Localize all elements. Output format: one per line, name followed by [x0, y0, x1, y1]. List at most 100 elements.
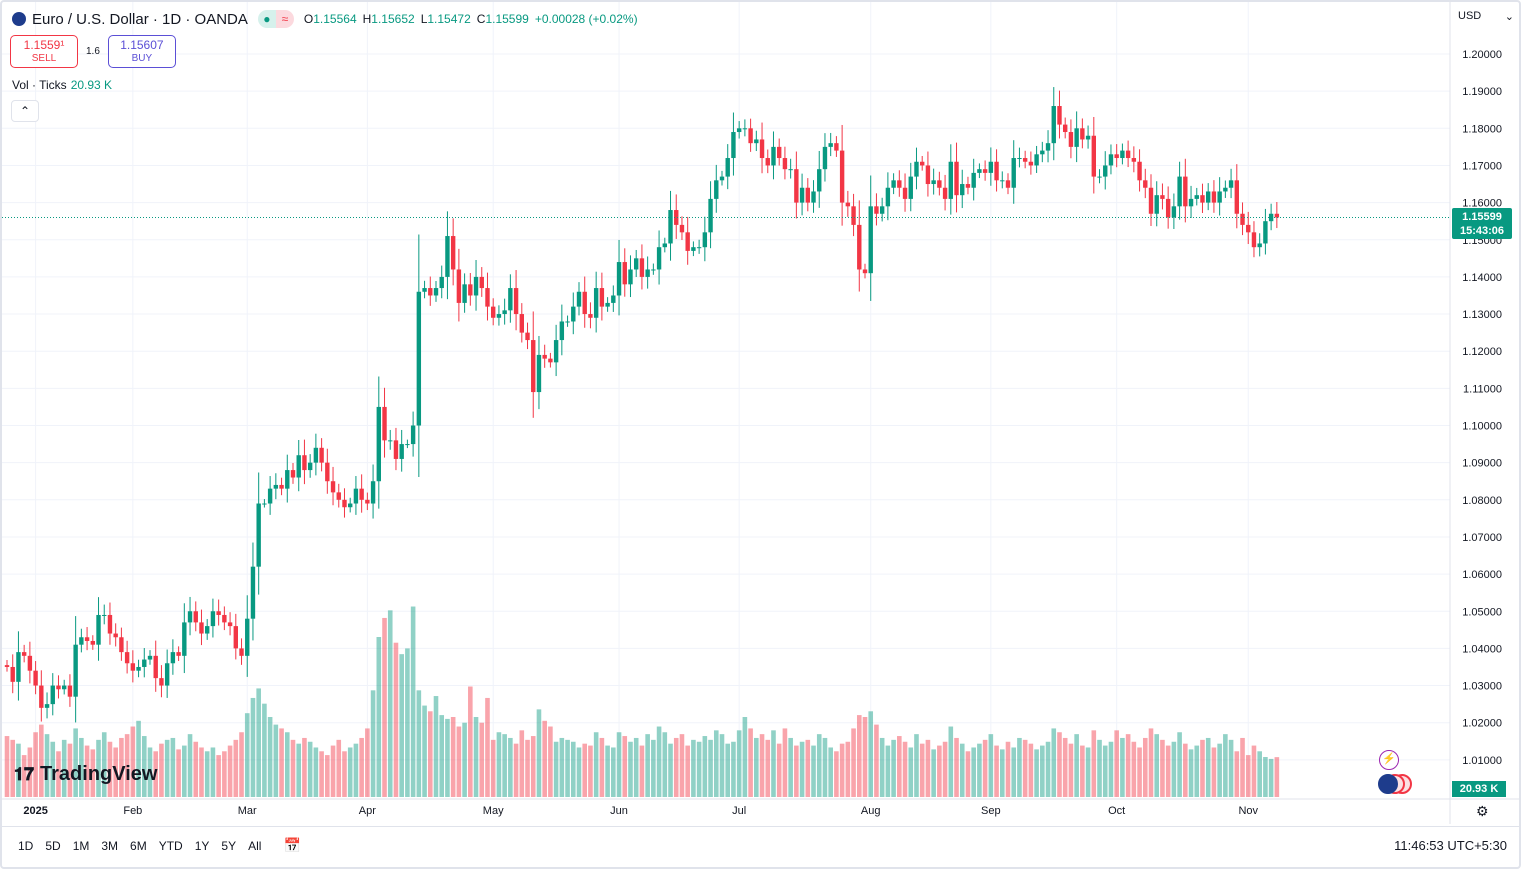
candle-body	[611, 295, 616, 303]
volume-bar	[1245, 755, 1251, 797]
volume-bar	[1148, 728, 1154, 797]
date-range-icon[interactable]: 📅	[283, 837, 302, 853]
volume-bar	[302, 737, 307, 797]
range-all[interactable]: All	[248, 838, 262, 853]
range-3m[interactable]: 3M	[101, 838, 119, 853]
currency-flags-icon[interactable]	[1378, 774, 1418, 794]
volume-bar	[965, 751, 971, 797]
price-tick-label: 1.19000	[1462, 86, 1502, 98]
volume-bar	[1114, 730, 1119, 797]
symbol-title[interactable]: Euro / U.S. Dollar · 1D · OANDA	[32, 10, 248, 28]
candle-body	[119, 637, 124, 653]
volume-bar	[639, 745, 645, 797]
candle-body	[1080, 128, 1085, 140]
candle-body	[542, 354, 547, 359]
volume-bar	[633, 737, 639, 797]
volume-bar	[462, 722, 467, 797]
range-1d[interactable]: 1D	[18, 838, 34, 853]
volume-bar	[1200, 739, 1205, 797]
price-tick-label: 1.07000	[1462, 532, 1502, 544]
range-1m[interactable]: 1M	[72, 838, 90, 853]
volume-bar	[1091, 730, 1097, 797]
candle-body	[553, 340, 559, 363]
volume-bar	[136, 720, 141, 797]
range-5y[interactable]: 5Y	[221, 838, 237, 853]
buy-button[interactable]: 1.15607 BUY	[107, 35, 176, 68]
volume-bar	[811, 745, 816, 797]
currency-selector[interactable]: USD ⌄	[1458, 10, 1514, 23]
clock[interactable]: 11:46:53 UTC+5:30	[1394, 838, 1507, 853]
candle-body	[4, 665, 10, 667]
volume-bar	[193, 741, 199, 797]
volume-bar	[1171, 741, 1177, 797]
candle-body	[1154, 195, 1159, 214]
volume-bar	[159, 743, 164, 797]
candle-body	[153, 655, 158, 679]
volume-bar	[16, 743, 21, 797]
candle-body	[714, 180, 719, 199]
settings-icon[interactable]: ⚙	[1476, 803, 1489, 819]
volume-bar	[1240, 737, 1245, 797]
range-5d[interactable]: 5D	[45, 838, 61, 853]
range-1y[interactable]: 1Y	[194, 838, 210, 853]
candle-body	[1274, 213, 1280, 218]
sell-button[interactable]: 1.1559¹ SELL	[10, 35, 78, 68]
volume-bar	[897, 736, 902, 797]
volume-bar	[153, 751, 159, 797]
status-pill[interactable]: ● ≈	[257, 10, 294, 28]
volume-bar	[187, 734, 193, 797]
volume-bar	[754, 737, 759, 797]
volume-bar	[39, 724, 44, 797]
volume-bar	[502, 734, 507, 797]
volume-bar	[439, 715, 445, 797]
volume-bar	[931, 749, 936, 797]
price-chart[interactable]: 1.200001.190001.180001.170001.160001.150…	[2, 2, 1519, 824]
volume-bar	[107, 741, 113, 797]
lightning-icon[interactable]: ⚡	[1379, 750, 1399, 770]
candle-body	[491, 306, 496, 318]
candle-body	[222, 614, 227, 623]
range-6m[interactable]: 6M	[130, 838, 147, 853]
volume-legend: Vol · Ticks 20.93 K	[12, 78, 113, 92]
price-tick-label: 1.12000	[1462, 346, 1502, 358]
volume-bar	[1268, 758, 1274, 797]
range-ytd[interactable]: YTD	[158, 838, 183, 853]
volume-bar	[982, 739, 988, 797]
volume-bar	[713, 730, 719, 797]
candle-body	[428, 288, 433, 296]
volume-bar	[788, 737, 793, 797]
volume-bar	[1177, 732, 1182, 797]
volume-bar	[1017, 737, 1022, 797]
time-tick-label: Jul	[732, 805, 746, 817]
candle-body	[548, 358, 553, 363]
candle-body	[1022, 158, 1028, 162]
candle-body	[113, 633, 118, 638]
candle-body	[605, 302, 610, 307]
volume-bar	[1217, 743, 1222, 797]
candle-body	[817, 169, 822, 192]
bottom-toolbar: 1D 5D 1M 3M 6M YTD 1Y 5Y All 📅 11:46:53 UTC+5:30	[2, 826, 1519, 864]
candle-body	[1165, 198, 1171, 218]
market-open-dot-icon: ●	[257, 10, 276, 28]
volume-bar	[519, 730, 525, 797]
candle-body	[942, 187, 948, 199]
volume-bar	[565, 739, 570, 797]
volume-bar	[1160, 739, 1165, 797]
price-tick-label: 1.16000	[1462, 198, 1502, 210]
collapse-legend-button[interactable]: ⌃	[11, 100, 39, 122]
candle-body	[439, 276, 444, 289]
candle-body	[336, 492, 341, 500]
price-tick-label: 1.02000	[1462, 718, 1502, 730]
volume-bar	[473, 717, 479, 797]
candle-body	[107, 614, 113, 634]
candle-body	[599, 288, 605, 307]
candle-body	[462, 284, 467, 303]
volume-bar	[119, 737, 124, 797]
tradingview-logo[interactable]: 𝟏𝟕 TradingView	[14, 763, 158, 785]
volume-bar	[1194, 745, 1200, 797]
volume-bar	[794, 745, 799, 797]
volume-bar	[1051, 728, 1057, 797]
volume-bar	[147, 747, 153, 797]
volume-bar	[73, 728, 78, 797]
candle-body	[1263, 221, 1268, 244]
